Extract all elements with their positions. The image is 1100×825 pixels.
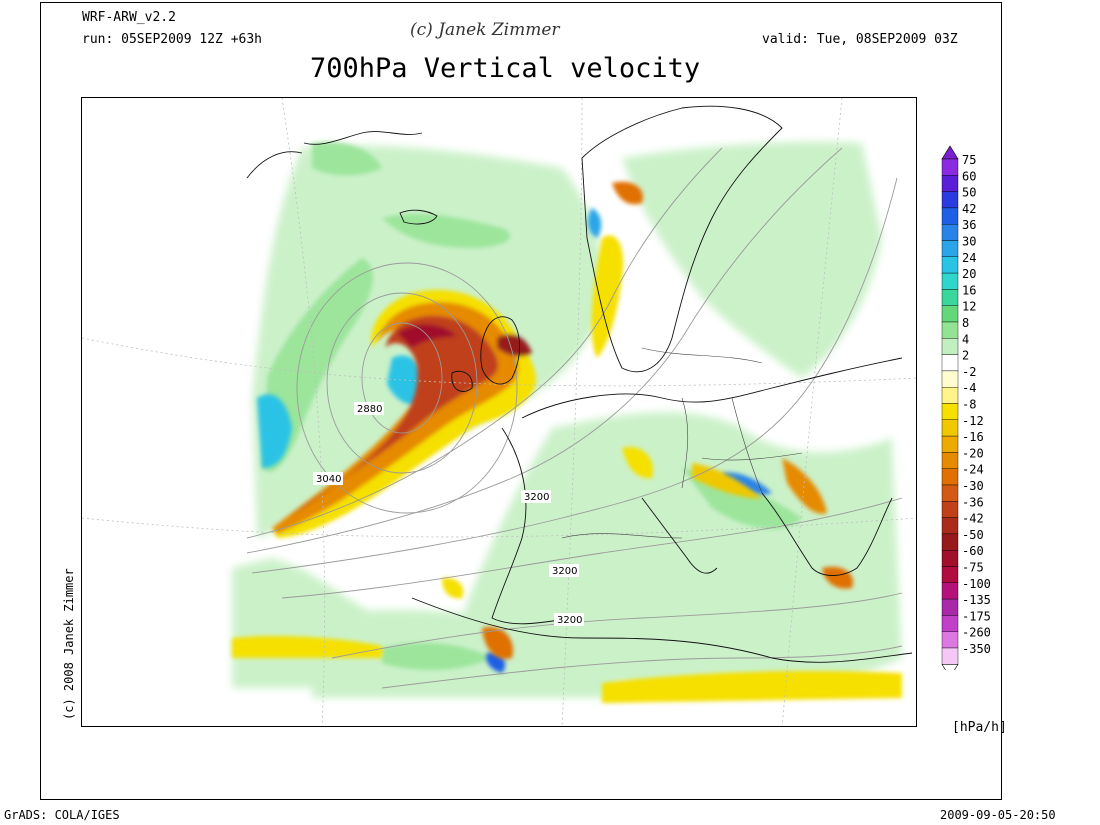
legend-swatch: [941, 370, 959, 388]
legend-label: -75: [962, 561, 984, 575]
legend-swatch: [941, 240, 959, 257]
legend-label: 2: [962, 349, 969, 363]
run-info: run: 05SEP2009 12Z +63h: [82, 32, 263, 47]
svg-text:3200: 3200: [524, 492, 549, 503]
legend-label: 4: [962, 332, 969, 346]
legend-bottom-arrow: [941, 663, 959, 670]
legend-swatch: [941, 338, 959, 355]
legend-label: -135: [962, 593, 991, 607]
legend-label: 60: [962, 169, 976, 183]
legend-swatch: [941, 582, 959, 600]
legend-label: -4: [962, 381, 976, 395]
units-label: [hPa/h]: [952, 720, 1007, 735]
legend-swatch: [941, 501, 959, 518]
legend-label: 20: [962, 267, 976, 281]
legend-swatch: [941, 517, 959, 535]
legend-label: -8: [962, 398, 976, 412]
plot-frame: [40, 2, 1002, 800]
legend-label: -350: [962, 642, 991, 656]
legend-swatch: [941, 207, 959, 225]
legend-swatch: [941, 435, 959, 453]
legend-label: 42: [962, 202, 976, 216]
negative-field-band: [272, 289, 536, 538]
legend-label: 16: [962, 283, 976, 297]
legend-swatch: [941, 272, 959, 290]
legend-swatch: [941, 598, 959, 616]
legend-label: -30: [962, 479, 984, 493]
positive-field-strong: [257, 208, 772, 673]
legend-swatch: [941, 305, 959, 323]
legend-swatch: [941, 158, 959, 176]
legend-swatch: [941, 386, 959, 404]
contour-label-3200-b: 3200: [549, 564, 579, 577]
legend-label: -260: [962, 626, 991, 640]
weather-map: 2880 3040 3200 3200 3200: [81, 97, 917, 727]
legend-label: -24: [962, 463, 984, 477]
country-borders: [561, 347, 803, 539]
legend-swatch: [941, 223, 959, 241]
legend-label: 8: [962, 316, 969, 330]
color-legend: 75605042363024201612842-2-4-8-12-16-20-2…: [941, 145, 991, 670]
coastlines: [246, 105, 913, 663]
model-name: WRF-ARW_v2.2: [82, 10, 176, 25]
legend-swatch: [941, 419, 959, 437]
legend-swatch: [941, 256, 959, 274]
legend-label: 75: [962, 153, 976, 167]
legend-label: 36: [962, 218, 976, 232]
legend-label: -42: [962, 512, 984, 526]
geopotential-contours: [246, 147, 903, 689]
legend-swatch: [941, 354, 959, 372]
legend-label: 50: [962, 186, 976, 200]
legend-label: -12: [962, 414, 984, 428]
legend-top-arrow: [941, 145, 959, 160]
legend-label: -100: [962, 577, 991, 591]
side-copyright: (c) 2008 Janek Zimmer: [62, 568, 76, 720]
legend-swatch: [941, 533, 959, 551]
legend-swatch: [941, 403, 959, 420]
legend-swatch: [941, 191, 959, 209]
graticule: [82, 98, 916, 726]
svg-text:3200: 3200: [557, 615, 582, 626]
contour-label-3040: 3040: [313, 472, 343, 485]
legend-label: 30: [962, 235, 976, 249]
legend-label: -2: [962, 365, 976, 379]
legend-swatch: [941, 631, 959, 649]
svg-text:3040: 3040: [316, 474, 341, 485]
legend-label: -50: [962, 528, 984, 542]
legend-label: -20: [962, 446, 984, 460]
legend-label: -36: [962, 495, 984, 509]
legend-swatch: [941, 468, 959, 486]
legend-swatch: [941, 321, 959, 339]
map-canvas: 2880 3040 3200 3200 3200: [82, 98, 916, 726]
contour-label-2880: 2880: [354, 402, 384, 415]
svg-text:2880: 2880: [357, 404, 382, 415]
legend-label: -175: [962, 609, 991, 623]
contour-label-3200-c: 3200: [554, 613, 584, 626]
legend-label: -16: [962, 430, 984, 444]
map-title: 700hPa Vertical velocity: [310, 53, 701, 84]
copyright-top: (c) Janek Zimmer: [410, 20, 560, 40]
grads-credit: GrADS: COLA/IGES: [4, 808, 120, 822]
legend-swatch: [941, 615, 959, 632]
legend-label: 12: [962, 300, 976, 314]
legend-swatch: [941, 484, 959, 502]
svg-text:3200: 3200: [552, 566, 577, 577]
legend-swatch: [941, 452, 959, 469]
negative-field-scattered: [232, 181, 902, 703]
valid-time: valid: Tue, 08SEP2009 03Z: [762, 32, 958, 47]
legend-label: -60: [962, 544, 984, 558]
legend-swatch: [941, 647, 959, 665]
render-timestamp: 2009-09-05-20:50: [940, 808, 1056, 822]
legend-swatch: [941, 550, 959, 567]
legend-swatch: [941, 566, 959, 583]
legend-label: 24: [962, 251, 976, 265]
contour-label-3200-a: 3200: [521, 490, 551, 503]
legend-swatch: [941, 175, 959, 192]
legend-swatch: [941, 289, 959, 306]
